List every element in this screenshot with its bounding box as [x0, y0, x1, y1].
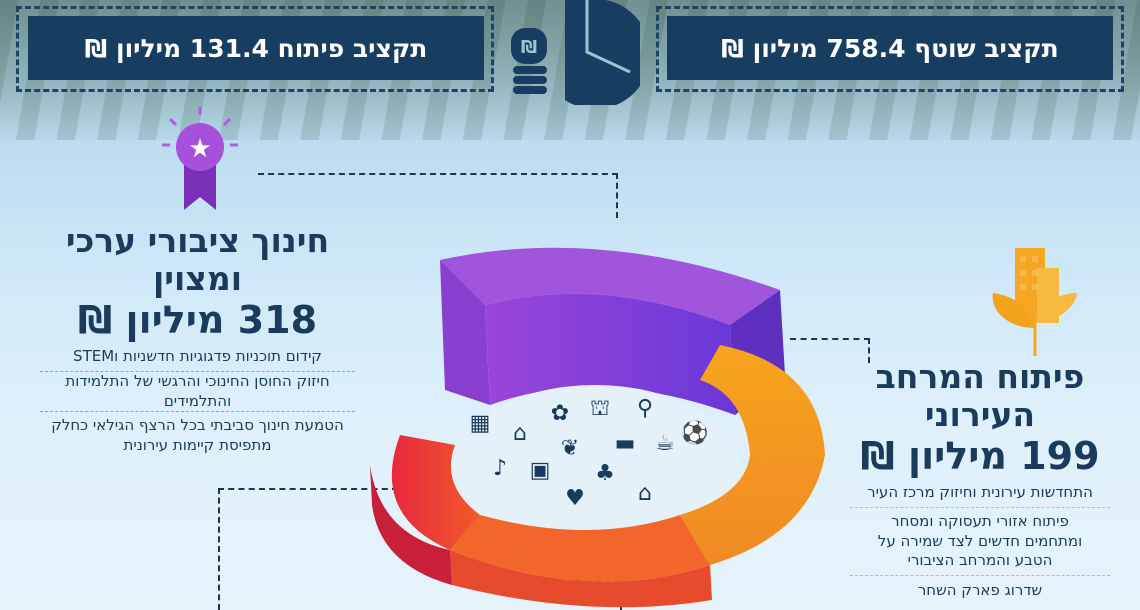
education-item: חיזוק החוסן החינוכי והרגשי של התלמידות ו…	[65, 372, 330, 410]
leaf-icon: ❦	[561, 436, 579, 461]
ball-icon: ⚽	[680, 420, 708, 446]
flower-icon: ✿	[551, 401, 569, 426]
coffee-icon: ☕	[655, 431, 675, 456]
development-budget-frame	[16, 6, 494, 92]
graduation-cap-icon: ⛫	[590, 396, 610, 421]
connector-line	[218, 488, 398, 490]
urban-section: פיתוח המרחב העירוני 199 מיליון ₪ התחדשות…	[830, 358, 1130, 605]
ring-segment-education-top	[440, 247, 780, 325]
heart-icon: ♥	[565, 486, 585, 511]
urban-amount: 199 מיליון ₪	[860, 433, 1100, 478]
building-icon: ▦	[470, 411, 491, 436]
urban-item: שדרוג פארק השחר	[917, 580, 1043, 599]
urban-title: פיתוח המרחב העירוני	[875, 357, 1085, 434]
connector-line	[218, 488, 220, 610]
bag-icon: ▣	[530, 458, 551, 483]
connector-line	[868, 338, 870, 363]
svg-text:★: ★	[188, 134, 211, 164]
tree-icon: ♣	[595, 461, 615, 486]
svg-text:₪: ₪	[521, 37, 537, 58]
ring-segment-urban	[680, 345, 825, 565]
shared-budget-label: תקציב שוטף 758.4 מיליון ₪	[721, 33, 1059, 63]
ring-segment-left	[391, 435, 480, 550]
ring-segment-bottom	[450, 515, 710, 582]
budget-ring-chart: ▦ ⌂ ✿ ⛫ ⚲ ❦ ▬ ☕ ⚽ ♪ ▣ ♣ ♥ ⌂	[370, 247, 825, 608]
award-ribbon-star-icon: ★	[162, 107, 238, 210]
education-item: הטמעת חינוך סביבתי בכל הרצף הגילאי כחלק …	[51, 416, 344, 454]
ring-center	[450, 385, 740, 555]
education-title: חינוך ציבורי ערכי ומצוין	[65, 221, 330, 298]
education-section: חינוך ציבורי ערכי ומצוין 318 מיליון ₪ קי…	[20, 222, 375, 459]
education-item: קידום תוכניות פדגוגיות חדשניות וSTEM	[73, 346, 322, 365]
development-budget-box: תקציב פיתוח 131.4 מיליון ₪	[28, 16, 484, 80]
education-amount: 318 מיליון ₪	[77, 297, 318, 342]
connector-line	[790, 338, 870, 340]
factory-icon: ⌂	[638, 481, 652, 506]
music-icon: ♪	[493, 456, 507, 481]
shared-budget-frame	[656, 6, 1124, 92]
home-icon: ⌂	[513, 421, 527, 446]
urban-item: פיתוח אזורי תעסוקה ומסחר ומתחמים חדשים ל…	[877, 512, 1083, 570]
hand-coins-pie-chart-icon: ₪	[511, 0, 640, 105]
connector-line	[258, 173, 618, 175]
city-buildings-leaves-icon	[992, 248, 1077, 356]
ring-segment-education-side	[440, 260, 490, 405]
bicycle-icon: ⚲	[637, 396, 653, 421]
development-budget-label: תקציב פיתוח 131.4 מיליון ₪	[84, 33, 428, 63]
urban-item: התחדשות עירונית וחיזוק מרכז העיר	[867, 482, 1093, 501]
car-icon: ▬	[615, 431, 636, 456]
shared-budget-box: תקציב שוטף 758.4 מיליון ₪	[667, 16, 1113, 80]
connector-line	[616, 173, 618, 218]
